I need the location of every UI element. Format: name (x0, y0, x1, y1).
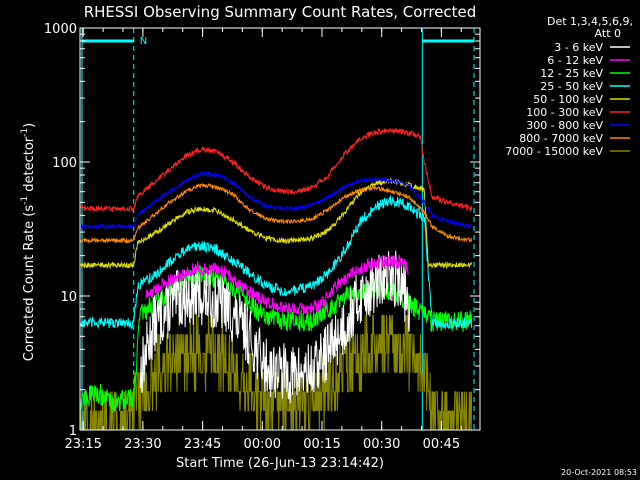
attenuator-flag-layer: N (81, 28, 475, 430)
y-tick-label: 1 (69, 424, 77, 439)
y-tick-label: 10 (60, 290, 77, 305)
x-tick-label: 00:30 (363, 437, 400, 452)
legend-entry-label: 100 - 300 keV (526, 106, 603, 119)
legend-entry-label: 50 - 100 keV (533, 93, 603, 106)
x-tick-label: 00:45 (423, 437, 460, 452)
series-line (79, 127, 473, 213)
y-axis-label-sup1: -1 (20, 196, 30, 205)
y-axis-label: Corrected Count Rate (s-1 detector-1) (20, 123, 37, 361)
legend-entry-label: 7000 - 15000 keV (505, 145, 603, 158)
series-line (79, 182, 473, 245)
plot-frame (79, 27, 481, 431)
series-line (79, 195, 473, 330)
legend-entry-label: 300 - 800 keV (526, 119, 603, 132)
legend-entry-label: 6 - 12 keV (547, 54, 603, 67)
series-line (79, 170, 473, 230)
series-layer (79, 127, 473, 431)
y-axis-label-end: ) (22, 123, 37, 128)
timestamp: 20-Oct-2021 08:53 (561, 468, 637, 477)
series-line (139, 250, 411, 404)
legend-header-line-1: Det 1,3,4,5,6,9, (547, 15, 633, 28)
x-tick-label: 00:00 (244, 437, 281, 452)
legend-entry-label: 25 - 50 keV (540, 80, 603, 93)
legend-header-line-2: Att 0 (595, 27, 621, 40)
y-tick-label: 1000 (44, 22, 77, 37)
axes-layer: 1 10 100 1000 23:15 23:30 23:45 00:00 00:15 00:30… (44, 22, 481, 452)
y-axis-label-sup2: -1 (20, 128, 30, 137)
y-axis-label-main: Corrected Count Rate (s (22, 205, 37, 362)
x-tick-label: 23:30 (124, 437, 161, 452)
series-line (145, 253, 409, 316)
legend-entry-label: 12 - 25 keV (540, 67, 603, 80)
legend-entry-label: 3 - 6 keV (554, 41, 603, 54)
flag-label: N (140, 36, 147, 47)
legend-entry-label: 800 - 7000 keV (519, 132, 603, 145)
chart-title: RHESSI Observing Summary Count Rates, Co… (84, 3, 477, 21)
x-axis-label: Start Time (26-Jun-13 23:14:42) (176, 456, 384, 471)
x-tick-label: 23:45 (184, 437, 221, 452)
x-tick-label: 00:15 (303, 437, 340, 452)
y-axis-label-mid: detector (22, 136, 37, 196)
y-tick-label: 100 (52, 156, 77, 171)
x-tick-label: 23:15 (64, 437, 101, 452)
